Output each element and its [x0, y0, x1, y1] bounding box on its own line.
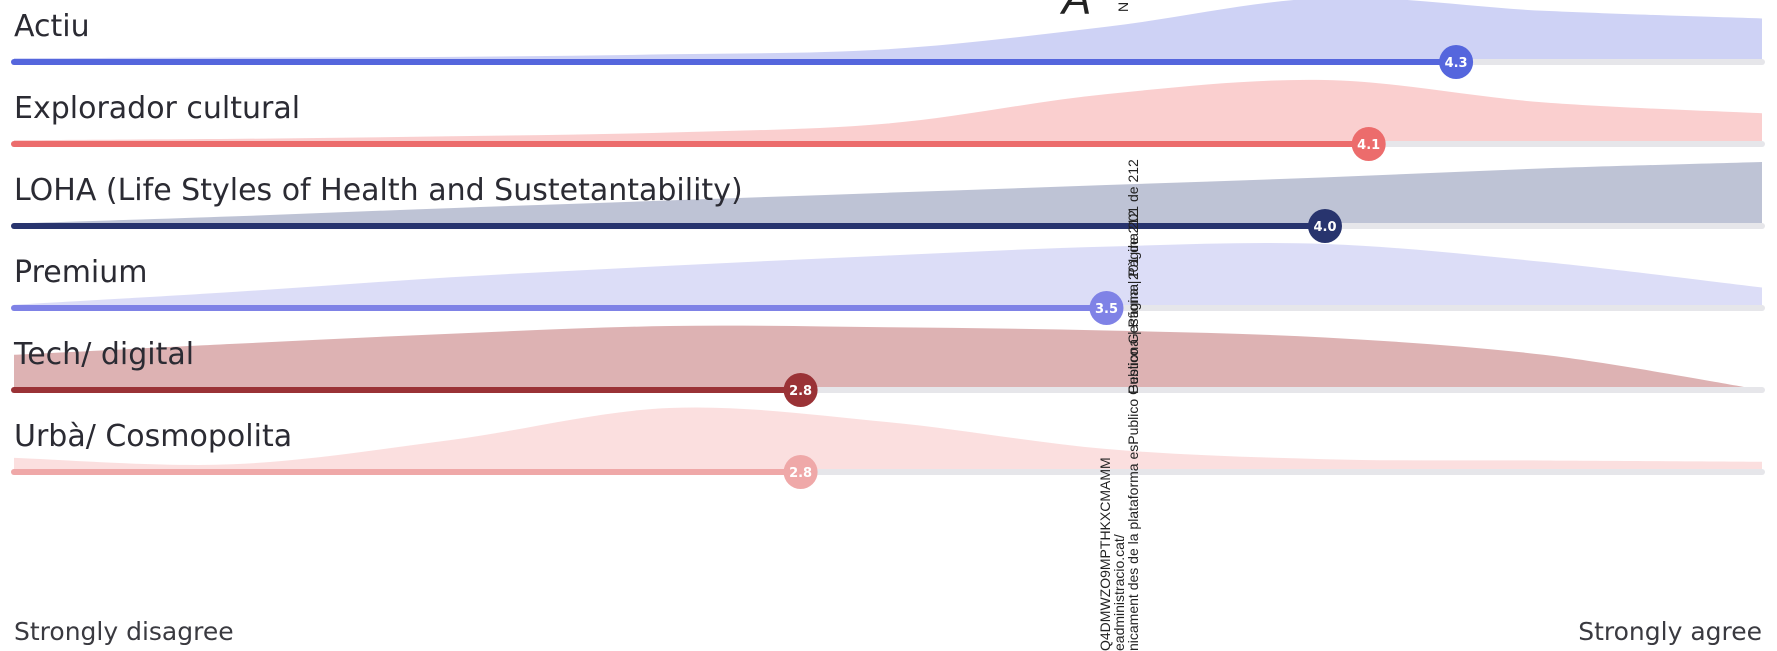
chart-rows: Actiu 4.3 Explorador cultural 4.1 LOHA (Life… — [11, 0, 1765, 489]
mean-marker — [1089, 291, 1124, 325]
density-curve — [14, 79, 1762, 144]
density-curve — [14, 407, 1762, 472]
scale-right-label: Strongly agree — [1578, 617, 1762, 646]
density-curve — [14, 0, 1762, 62]
mean-value-label: 4.1 — [1357, 138, 1380, 153]
watermark-line-1: Publico Gestiona | Pàgina 201 de 212 — [1125, 159, 1141, 394]
mean-value-label: 3.5 — [1095, 302, 1118, 317]
density-curve — [14, 325, 1762, 390]
watermark-line-2: nicament des de la plataforma esPublico … — [1125, 210, 1141, 651]
row-1: Actiu 4.3 — [11, 0, 1765, 79]
mean-value-label: 2.8 — [789, 384, 812, 399]
watermark-line-3: eadministracio.cat/ — [1111, 534, 1127, 651]
row-label: LOHA (Life Styles of Health and Sustetan… — [14, 173, 743, 208]
row-label: Tech/ digital — [13, 337, 194, 372]
row-label: Actiu — [14, 9, 90, 44]
mean-marker — [783, 455, 818, 489]
watermark-line-4: Q4DMWZO9MPTHKXCMAMM — [1097, 457, 1113, 651]
mean-marker — [783, 373, 818, 407]
scale-left-label: Strongly disagree — [14, 617, 234, 646]
mean-marker — [1439, 45, 1474, 79]
mean-marker — [1351, 127, 1386, 161]
mean-marker — [1308, 209, 1342, 243]
row-label: Explorador cultural — [14, 91, 300, 126]
watermark: Publico Gestiona | Pàgina 201 de 212 nic… — [1059, 0, 1141, 651]
mean-value-label: 2.8 — [789, 466, 812, 481]
mean-value-label: 4.3 — [1445, 56, 1468, 71]
watermark-letter: A — [1059, 0, 1091, 24]
row-label: Premium — [14, 255, 148, 290]
row-2: Explorador cultural 4.1 — [11, 79, 1765, 161]
row-3: LOHA (Life Styles of Health and Sustetan… — [11, 162, 1765, 243]
row-4: Premium 3.5 — [11, 243, 1765, 325]
mean-value-label: 4.0 — [1313, 220, 1336, 235]
density-curve — [14, 243, 1762, 308]
watermark-small-letter: N — [1115, 2, 1131, 12]
row-5: Tech/ digital 2.8 — [11, 325, 1765, 407]
row-6: Urbà/ Cosmopolita 2.8 — [11, 407, 1765, 489]
row-label: Urbà/ Cosmopolita — [14, 419, 292, 454]
